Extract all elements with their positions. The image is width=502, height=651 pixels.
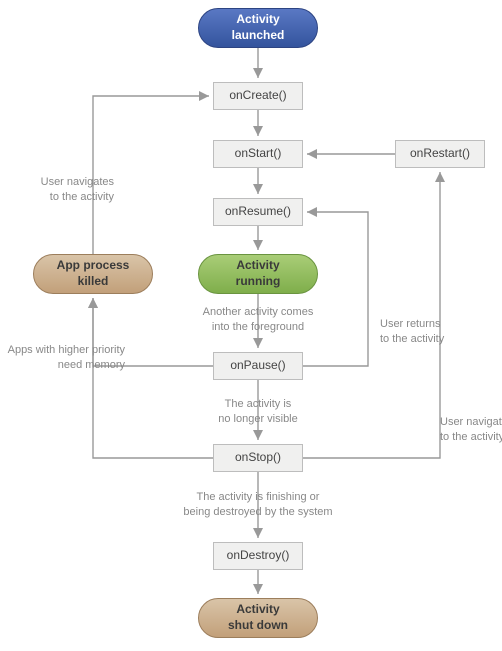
node-onStop: onStop() [213,444,303,472]
node-onPause: onPause() [213,352,303,380]
node-onStart: onStart() [213,140,303,168]
edge-label: User navigatesto the activity [440,415,502,445]
node-onCreate: onCreate() [213,82,303,110]
node-killed: App processkilled [33,254,153,294]
edge-label: User returnsto the activity [380,317,502,347]
node-onDestroy: onDestroy() [213,542,303,570]
node-running: Activityrunning [198,254,318,294]
activity-lifecycle-diagram: { "type":"flowchart", "canvas":{"w":502,… [0,0,502,651]
edge-label: User navigatesto the activity [0,175,114,205]
node-launched: Activitylaunched [198,8,318,48]
node-onRestart: onRestart() [395,140,485,168]
node-shutdown: Activityshut down [198,598,318,638]
node-onResume: onResume() [213,198,303,226]
edge-label: Another activity comesinto the foregroun… [168,305,348,335]
edge-label: The activity isno longer visible [168,397,348,427]
edge-label: Apps with higher priorityneed memory [0,343,125,373]
edge-label: The activity is finishing orbeing destro… [168,490,348,520]
